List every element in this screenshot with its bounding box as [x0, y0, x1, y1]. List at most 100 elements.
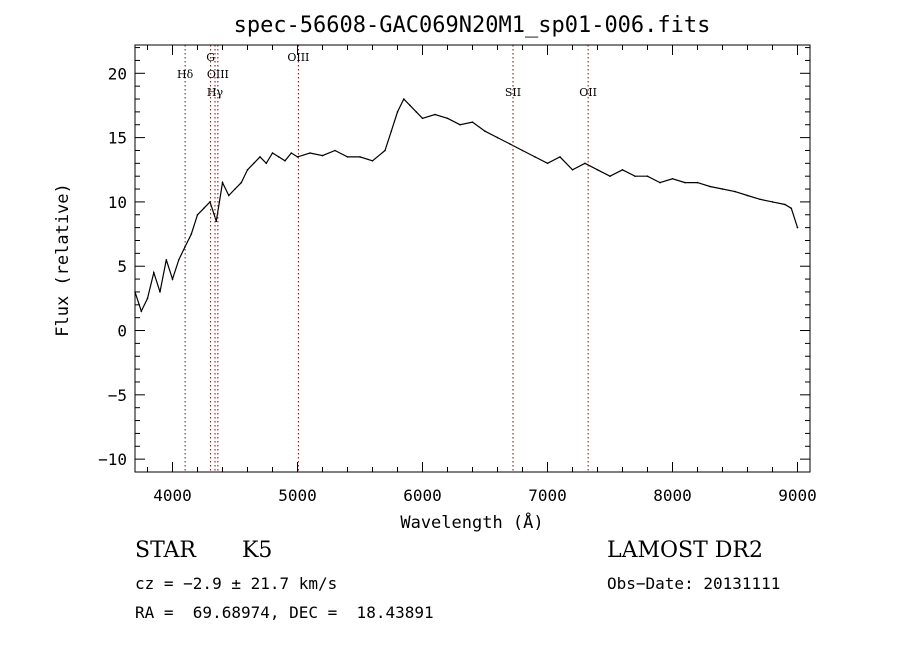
- spectrum-point: [284, 160, 286, 162]
- y-tick-label: 0: [117, 322, 127, 341]
- spectrum-point: [203, 207, 205, 210]
- spectrum-point: [146, 297, 149, 300]
- spectrum-point: [278, 156, 280, 158]
- spectrum-point: [253, 162, 255, 165]
- spectrum-point: [140, 310, 143, 313]
- spectrum-point: [571, 169, 574, 171]
- spectrum-point: [521, 149, 524, 152]
- spectrum-point: [384, 149, 386, 152]
- spectrum-point: [196, 214, 199, 216]
- x-tick-label: 9000: [778, 486, 817, 505]
- spectrum-point: [153, 271, 155, 274]
- spectral-line-label: G: [206, 51, 215, 64]
- spectrum-point: [334, 149, 336, 152]
- spectrum-point: [396, 111, 399, 113]
- x-tick-label: 6000: [403, 486, 442, 505]
- y-tick-label: −10: [98, 450, 127, 469]
- spectrum-point: [240, 181, 243, 184]
- spectrum-point: [221, 181, 224, 184]
- spectrum-point: [546, 162, 549, 165]
- spectrum-point: [390, 130, 393, 132]
- x-tick-label: 5000: [278, 486, 317, 505]
- spectrum-point: [171, 278, 174, 280]
- spectrum-point: [259, 156, 261, 158]
- spectrum-point: [659, 181, 661, 184]
- spectrum-point: [634, 175, 636, 177]
- spectrum-point: [309, 152, 311, 154]
- spectrum-point: [559, 156, 561, 158]
- y-tick-label: 5: [117, 257, 127, 276]
- spectrum-point: [771, 201, 774, 203]
- object-subclass: K5: [242, 538, 273, 563]
- spectral-line-markers: Hδ G OIII Hγ OIII SII OII: [177, 45, 597, 472]
- spectrum-point: [696, 181, 699, 184]
- spectrum-point: [246, 169, 249, 171]
- spectrum-point: [271, 152, 274, 154]
- x-axis: 4000 5000 6000 7000 8000 9000: [147, 45, 817, 505]
- spectral-line-label: Hδ: [177, 68, 194, 81]
- spectrum-point: [371, 160, 374, 162]
- spectrum-point: [534, 156, 536, 158]
- spectrum-point: [165, 259, 168, 261]
- spectrum-point: [234, 188, 236, 190]
- spectrum-point: [684, 181, 686, 184]
- spectrum-point: [721, 188, 724, 190]
- spectrum-point: [159, 291, 161, 293]
- spectrum-point: [409, 104, 411, 107]
- spectrum-point: [434, 113, 436, 116]
- spectrum-point: [484, 130, 486, 132]
- spectrum-point: [621, 169, 624, 171]
- spectrum-point: [746, 194, 749, 197]
- y-tick-label: −5: [108, 386, 127, 405]
- x-axis-label: Wavelength (Å): [400, 511, 543, 533]
- spectral-line-label: OIII: [207, 68, 229, 81]
- spectrum-point: [596, 169, 599, 171]
- spectrum-layer: [134, 97, 799, 313]
- spectral-line-label: Hγ: [207, 86, 224, 99]
- spectrum-point: [759, 198, 761, 201]
- spectrum-point: [190, 233, 193, 235]
- chart-title: spec-56608-GAC069N20M1_sp01-006.fits: [234, 13, 711, 38]
- x-tick-label: 7000: [528, 486, 567, 505]
- coordinates: RA = 69.68974, DEC = 18.43891: [135, 603, 434, 622]
- spectrum-point: [784, 203, 786, 206]
- y-axis: −10 −5 0 5 10 15 20: [98, 47, 810, 473]
- spectrum-point: [790, 207, 793, 210]
- spectrum-point: [321, 154, 324, 157]
- spectrum-point: [496, 136, 499, 139]
- x-tick-label: 8000: [653, 486, 692, 505]
- spectrum-point: [178, 259, 180, 261]
- observation-date: Obs−Date: 20131111: [607, 574, 781, 593]
- y-axis-label: Flux (relative): [53, 183, 73, 337]
- y-tick-label: 10: [108, 193, 127, 212]
- spectrum-point: [646, 175, 649, 177]
- spectrum-point: [709, 185, 711, 188]
- object-class: STAR: [135, 538, 196, 563]
- spectrum-point: [509, 143, 511, 145]
- spectrum-point: [446, 117, 449, 120]
- spectrum-point: [290, 152, 293, 154]
- spectrum-line: [134, 97, 799, 313]
- spectral-line-label: OIII: [287, 51, 309, 64]
- spectrum-point: [346, 156, 349, 158]
- spectrum-point: [228, 194, 230, 197]
- spectrum-point: [671, 178, 674, 180]
- spectrum-point: [265, 162, 268, 165]
- spectrum-point: [421, 117, 424, 120]
- spectrum-point: [796, 226, 799, 229]
- survey-label: LAMOST DR2: [607, 538, 763, 563]
- x-tick-label: 4000: [153, 486, 192, 505]
- y-tick-label: 20: [108, 64, 127, 83]
- spectrum-point: [734, 190, 736, 193]
- spectral-line-label: OII: [579, 86, 597, 99]
- y-tick-label: 15: [108, 129, 127, 148]
- spectrum-point: [584, 162, 586, 165]
- spectrum-point: [471, 121, 474, 123]
- spectrum-point: [403, 98, 405, 100]
- spectrum-point: [215, 220, 218, 222]
- spectrum-point: [459, 123, 461, 126]
- spectrum-point: [609, 175, 611, 177]
- spectral-line-label: SII: [505, 86, 521, 99]
- redshift-readout: cz = −2.9 ± 21.7 km/s: [135, 574, 338, 593]
